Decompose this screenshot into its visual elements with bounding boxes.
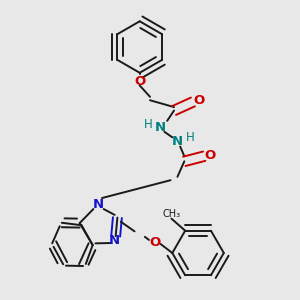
Text: O: O bbox=[205, 148, 216, 162]
Text: N: N bbox=[93, 198, 104, 212]
Text: N: N bbox=[172, 135, 183, 148]
Text: O: O bbox=[149, 236, 161, 249]
Text: O: O bbox=[134, 75, 145, 88]
Text: N: N bbox=[108, 234, 119, 247]
Text: H: H bbox=[186, 131, 195, 145]
Text: N: N bbox=[155, 121, 166, 134]
Text: O: O bbox=[194, 94, 205, 107]
Text: CH₃: CH₃ bbox=[162, 208, 181, 218]
Text: H: H bbox=[144, 118, 153, 131]
